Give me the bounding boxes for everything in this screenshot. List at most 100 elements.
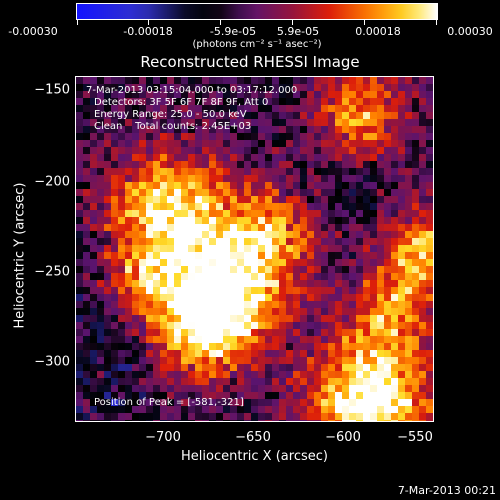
heatmap-pixel (90, 259, 98, 267)
heatmap-pixel (314, 413, 322, 421)
heatmap-pixel (328, 399, 336, 407)
heatmap-pixel (286, 371, 294, 379)
heatmap-pixel (293, 371, 301, 379)
heatmap-pixel (342, 322, 350, 330)
heatmap-pixel (384, 280, 392, 288)
heatmap-pixel (370, 420, 378, 421)
heatmap-pixel (426, 371, 433, 379)
heatmap-pixel (167, 357, 175, 365)
heatmap-pixel (342, 224, 350, 232)
heatmap-pixel (384, 308, 392, 316)
heatmap-pixel (125, 189, 133, 197)
heatmap-pixel (167, 245, 175, 253)
heatmap-pixel (251, 371, 259, 379)
heatmap-pixel (90, 84, 98, 92)
heatmap-pixel (405, 266, 413, 274)
heatmap-pixel (160, 112, 168, 120)
heatmap-pixel (370, 392, 378, 400)
heatmap-pixel (111, 315, 119, 323)
heatmap-pixel (104, 308, 112, 316)
heatmap-pixel (174, 224, 182, 232)
heatmap-pixel (356, 217, 364, 225)
heatmap-pixel (377, 196, 385, 204)
heatmap-pixel (223, 315, 231, 323)
heatmap-pixel (174, 420, 182, 421)
heatmap-pixel (76, 392, 84, 400)
heatmap-pixel (223, 329, 231, 337)
heatmap-pixel (265, 259, 273, 267)
heatmap-pixel (391, 231, 399, 239)
heatmap-pixel (398, 161, 406, 169)
heatmap-pixel (111, 336, 119, 344)
heatmap-pixel (167, 308, 175, 316)
heatmap-pixel (174, 350, 182, 358)
heatmap-pixel (237, 343, 245, 351)
heatmap-pixel (146, 84, 154, 92)
heatmap-pixel (125, 154, 133, 162)
heatmap-pixel (104, 126, 112, 134)
heatmap-pixel (314, 231, 322, 239)
heatmap-pixel (286, 154, 294, 162)
heatmap-pixel (118, 336, 126, 344)
heatmap-pixel (76, 266, 84, 274)
heatmap-pixel (125, 161, 133, 169)
heatmap-pixel (146, 308, 154, 316)
heatmap-pixel (118, 189, 126, 197)
heatmap-pixel (363, 182, 371, 190)
heatmap-pixel (426, 385, 433, 393)
heatmap-pixel (76, 378, 84, 386)
heatmap-pixel (265, 301, 273, 309)
heatmap-pixel (300, 294, 308, 302)
heatmap-pixel (223, 322, 231, 330)
heatmap-pixel (90, 266, 98, 274)
heatmap-pixel (146, 147, 154, 155)
heatmap-pixel (258, 343, 266, 351)
heatmap-pixel (293, 168, 301, 176)
heatmap-pixel (139, 119, 147, 127)
heatmap-pixel (188, 273, 196, 281)
heatmap-pixel (370, 315, 378, 323)
heatmap-pixel (153, 91, 161, 99)
heatmap-pixel (300, 238, 308, 246)
heatmap-pixel (181, 280, 189, 288)
heatmap-pixel (160, 224, 168, 232)
heatmap-pixel (349, 175, 357, 183)
heatmap-pixel (132, 378, 140, 386)
heatmap-pixel (328, 91, 336, 99)
heatmap-pixel (286, 294, 294, 302)
heatmap-pixel (391, 420, 399, 421)
heatmap-pixel (314, 364, 322, 372)
heatmap-pixel (216, 329, 224, 337)
heatmap-pixel (356, 420, 364, 421)
heatmap-pixel (384, 140, 392, 148)
heatmap-pixel (146, 231, 154, 239)
heatmap-pixel (160, 98, 168, 106)
heatmap-pixel (167, 343, 175, 351)
heatmap-pixel (132, 98, 140, 106)
heatmap-pixel (377, 252, 385, 260)
heatmap-pixel (202, 224, 210, 232)
heatmap-pixel (244, 98, 252, 106)
heatmap-pixel (328, 224, 336, 232)
heatmap-pixel (104, 343, 112, 351)
heatmap-pixel (160, 168, 168, 176)
heatmap-pixel (202, 329, 210, 337)
heatmap-pixel (272, 294, 280, 302)
heatmap-pixel (286, 420, 294, 421)
heatmap-pixel (426, 140, 433, 148)
heatmap-pixel (104, 413, 112, 421)
heatmap-pixel (398, 399, 406, 407)
heatmap-pixel (174, 399, 182, 407)
heatmap-pixel (412, 168, 420, 176)
heatmap-pixel (342, 182, 350, 190)
heatmap-pixel (118, 301, 126, 309)
heatmap-pixel (426, 147, 433, 155)
heatmap-pixel (125, 84, 133, 92)
heatmap-pixel (258, 189, 266, 197)
heatmap-pixel (314, 308, 322, 316)
heatmap-pixel (419, 294, 427, 302)
heatmap-pixel (363, 266, 371, 274)
heatmap-pixel (125, 140, 133, 148)
heatmap-pixel (244, 147, 252, 155)
heatmap-pixel (104, 392, 112, 400)
